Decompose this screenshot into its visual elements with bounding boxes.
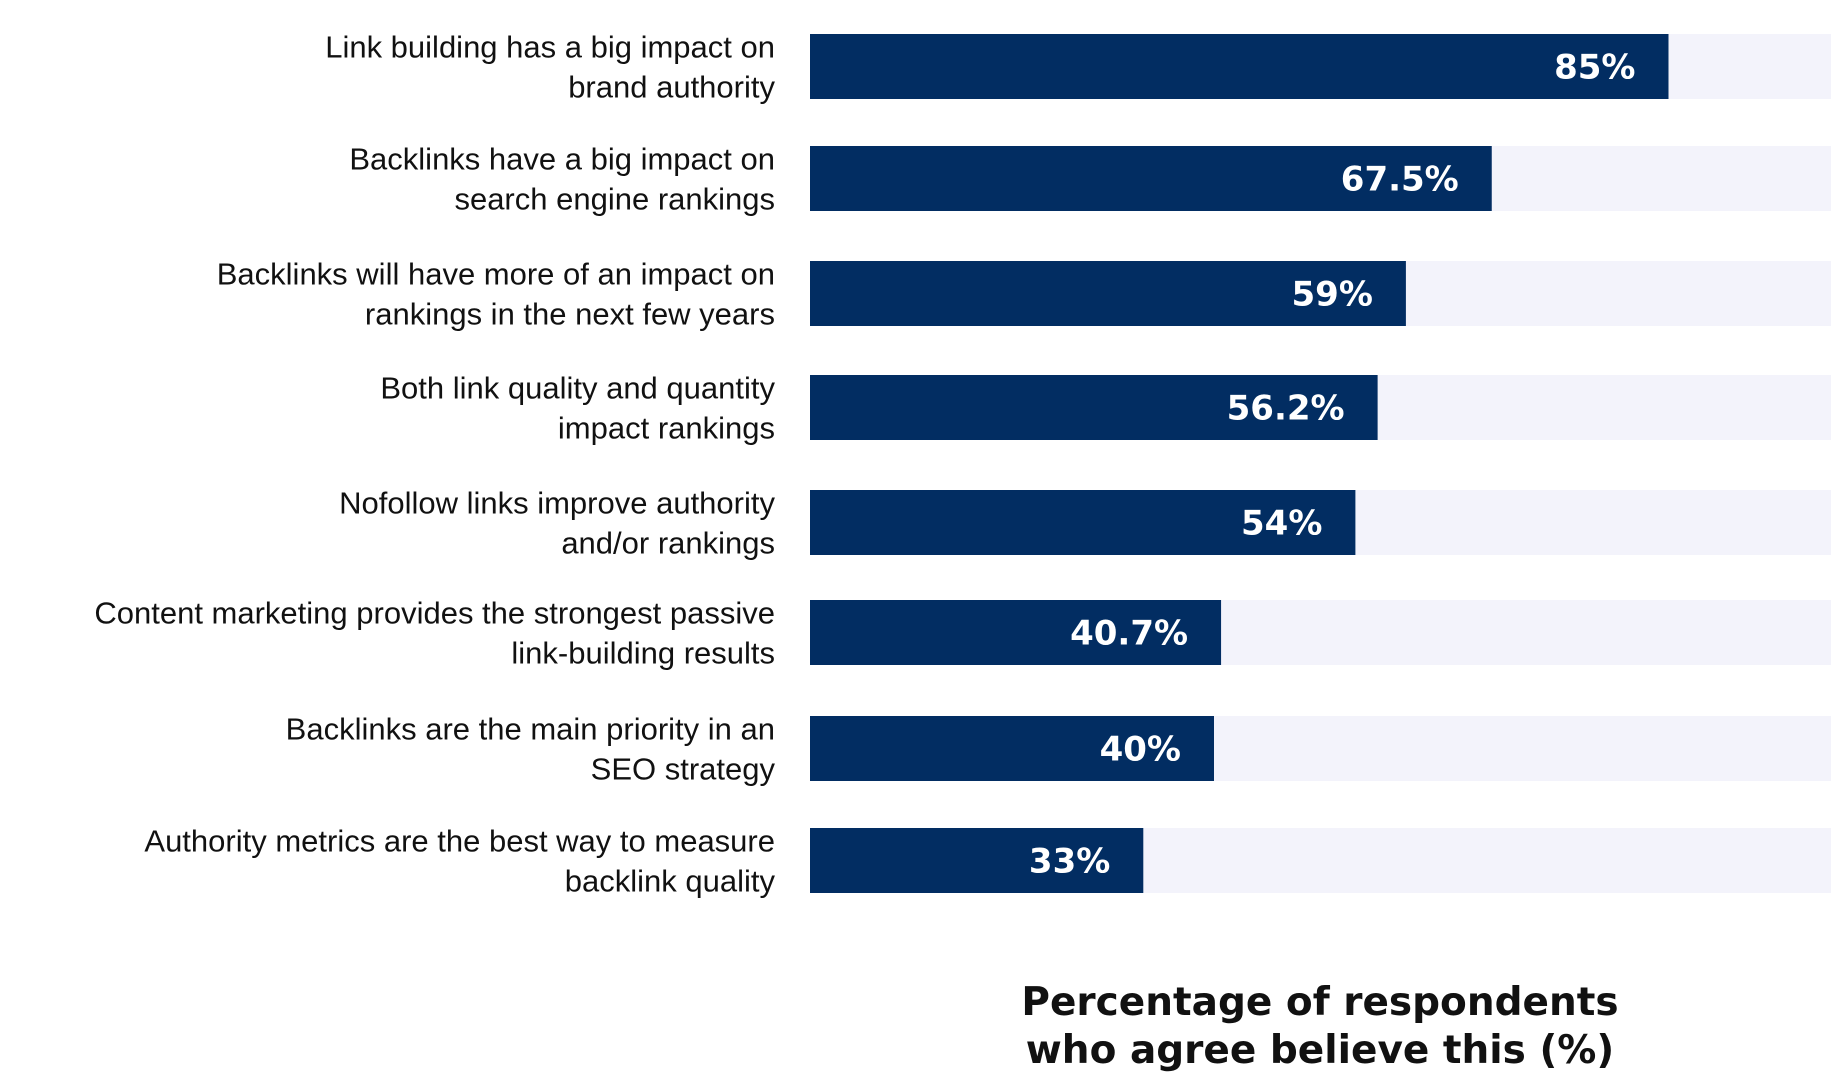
bar-row: 85% Link building has a big impact on bran…	[325, 30, 1831, 105]
category-label: backlink quality	[565, 864, 776, 899]
category-label: link-building results	[511, 636, 775, 671]
bar-row: 54% Nofollow links improve authority and/o…	[339, 486, 1831, 561]
bar-value-label: 33%	[1029, 842, 1110, 882]
x-axis-title-line-1: Percentage of respondents	[1021, 980, 1618, 1025]
bar-value-label: 67.5%	[1341, 160, 1459, 200]
category-label: Content marketing provides the strongest…	[94, 596, 775, 631]
category-label: and/or rankings	[561, 526, 775, 561]
category-label: Nofollow links improve authority	[339, 486, 775, 521]
bar	[810, 600, 1222, 665]
bar-value-label: 56.2%	[1227, 389, 1345, 429]
category-label: impact rankings	[558, 411, 775, 446]
bar	[810, 490, 1356, 555]
bar	[810, 828, 1144, 893]
bar-value-label: 40%	[1100, 730, 1181, 770]
bar-row: 33% Authority metrics are the best way to…	[144, 824, 1831, 899]
category-label: Backlinks are the main priority in an	[286, 712, 775, 747]
x-axis-title-line-2: who agree believe this (%)	[1026, 1028, 1614, 1073]
category-label: Authority metrics are the best way to me…	[144, 824, 775, 859]
category-label: Backlinks have a big impact on	[349, 142, 775, 177]
bar-value-label: 85%	[1554, 48, 1635, 88]
bar	[810, 716, 1214, 781]
bar-value-label: 59%	[1292, 275, 1373, 315]
bar-row: 56.2% Both link quality and quantity impac…	[380, 371, 1831, 446]
bar-row: 67.5% Backlinks have a big impact on searc…	[349, 142, 1831, 217]
category-label: Link building has a big impact on	[325, 30, 775, 65]
category-label: brand authority	[568, 70, 775, 105]
bar	[810, 34, 1669, 99]
category-label: Backlinks will have more of an impact on	[217, 257, 775, 292]
category-label: Both link quality and quantity	[380, 371, 775, 406]
bar-row: 40.7% Content marketing provides the stro…	[94, 596, 1831, 671]
bar-value-label: 54%	[1241, 504, 1322, 544]
category-label: SEO strategy	[591, 752, 776, 787]
bar-value-label: 40.7%	[1070, 614, 1188, 654]
category-label: rankings in the next few years	[365, 297, 775, 332]
bars-layer: 85% Link building has a big impact on bran…	[94, 30, 1831, 899]
bar-row: 40% Backlinks are the main priority in an…	[286, 712, 1831, 787]
bar-row: 59% Backlinks will have more of an impact…	[217, 257, 1831, 332]
bar	[810, 375, 1378, 440]
bar	[810, 146, 1492, 211]
category-label: search engine rankings	[454, 182, 775, 217]
bar	[810, 261, 1406, 326]
